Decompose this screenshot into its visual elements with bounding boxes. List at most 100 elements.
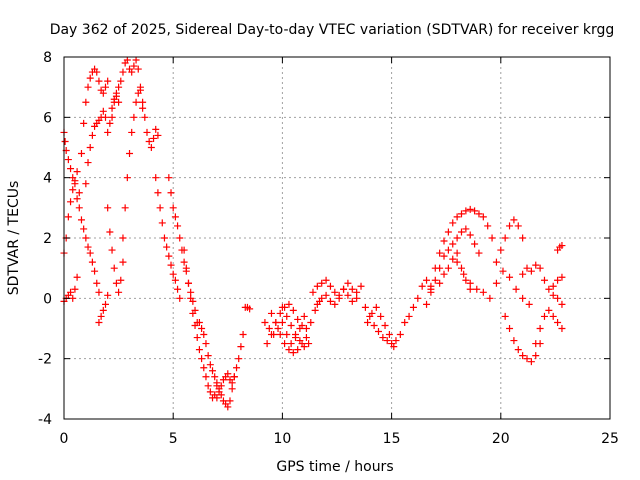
data-point bbox=[377, 312, 385, 320]
data-point bbox=[115, 83, 123, 91]
data-point bbox=[449, 255, 457, 263]
data-point bbox=[540, 312, 548, 320]
data-point bbox=[106, 228, 114, 236]
data-point bbox=[475, 249, 483, 257]
data-point bbox=[117, 77, 125, 85]
data-point bbox=[294, 315, 302, 323]
data-point bbox=[307, 318, 315, 326]
data-point bbox=[471, 240, 479, 248]
data-point bbox=[112, 279, 120, 287]
data-point bbox=[239, 331, 247, 339]
data-point bbox=[540, 276, 548, 284]
data-point bbox=[527, 358, 535, 366]
data-point bbox=[154, 189, 162, 197]
data-point bbox=[195, 346, 203, 354]
data-point bbox=[457, 228, 465, 236]
data-point bbox=[558, 242, 566, 250]
data-point bbox=[136, 86, 144, 94]
data-point bbox=[532, 340, 540, 348]
data-point bbox=[554, 294, 562, 302]
data-point bbox=[431, 276, 439, 284]
data-point bbox=[278, 318, 286, 326]
data-point bbox=[294, 346, 302, 354]
data-point bbox=[326, 282, 334, 290]
data-point bbox=[536, 264, 544, 272]
data-point bbox=[93, 279, 101, 287]
data-point bbox=[217, 382, 225, 390]
data-point bbox=[152, 174, 160, 182]
data-point bbox=[246, 305, 254, 313]
data-point bbox=[514, 222, 522, 230]
data-point bbox=[488, 234, 496, 242]
data-point bbox=[82, 180, 90, 188]
data-point bbox=[462, 276, 470, 284]
data-point bbox=[206, 388, 214, 396]
data-point bbox=[318, 294, 326, 302]
data-point bbox=[174, 285, 182, 293]
data-point bbox=[80, 225, 88, 233]
data-point bbox=[390, 343, 398, 351]
data-point bbox=[228, 385, 236, 393]
x-tick-label: 15 bbox=[383, 431, 401, 447]
data-point bbox=[484, 222, 492, 230]
data-point bbox=[163, 243, 171, 251]
data-point bbox=[95, 288, 103, 296]
data-point bbox=[514, 346, 522, 354]
data-point bbox=[289, 349, 297, 357]
data-point bbox=[156, 204, 164, 212]
data-point bbox=[198, 325, 206, 332]
data-point bbox=[71, 177, 79, 185]
data-point bbox=[134, 65, 142, 73]
data-point bbox=[77, 150, 85, 158]
data-point bbox=[174, 222, 182, 230]
data-point bbox=[115, 288, 123, 296]
data-point bbox=[506, 222, 514, 230]
data-point bbox=[453, 249, 461, 257]
data-point bbox=[84, 243, 92, 251]
data-point bbox=[536, 325, 544, 332]
data-point bbox=[180, 246, 188, 254]
data-point bbox=[132, 56, 140, 64]
x-tick-label: 25 bbox=[601, 431, 619, 447]
data-point bbox=[147, 144, 155, 151]
data-point bbox=[335, 291, 343, 299]
data-point bbox=[167, 189, 175, 197]
data-point bbox=[471, 207, 479, 215]
data-points bbox=[60, 56, 566, 411]
data-point bbox=[532, 261, 540, 269]
data-point bbox=[73, 168, 81, 176]
data-point bbox=[326, 297, 334, 305]
x-tick-label: 10 bbox=[273, 431, 291, 447]
data-point bbox=[519, 294, 527, 302]
data-point bbox=[453, 234, 461, 242]
x-axis-label: GPS time / hours bbox=[276, 459, 393, 475]
data-point bbox=[300, 343, 308, 351]
data-point bbox=[457, 210, 465, 218]
data-point bbox=[160, 234, 168, 242]
data-point bbox=[84, 159, 92, 167]
data-point bbox=[296, 337, 304, 345]
data-point bbox=[267, 309, 275, 317]
data-point bbox=[460, 270, 468, 278]
data-point bbox=[313, 282, 321, 290]
data-point bbox=[119, 68, 127, 76]
data-point bbox=[423, 276, 431, 284]
data-point bbox=[158, 219, 166, 227]
data-point bbox=[302, 325, 310, 332]
data-point bbox=[499, 267, 507, 275]
data-point bbox=[193, 334, 201, 342]
data-point bbox=[381, 321, 389, 329]
data-point bbox=[453, 213, 461, 221]
data-point bbox=[73, 273, 81, 281]
data-point bbox=[130, 113, 138, 121]
data-point bbox=[69, 186, 77, 194]
x-tick-label: 5 bbox=[169, 431, 178, 447]
data-point bbox=[370, 321, 378, 329]
data-point bbox=[497, 246, 505, 254]
y-tick-label: 4 bbox=[43, 171, 52, 187]
data-point bbox=[466, 205, 474, 213]
data-point bbox=[479, 213, 487, 221]
data-point bbox=[263, 340, 271, 348]
data-point bbox=[545, 285, 553, 293]
